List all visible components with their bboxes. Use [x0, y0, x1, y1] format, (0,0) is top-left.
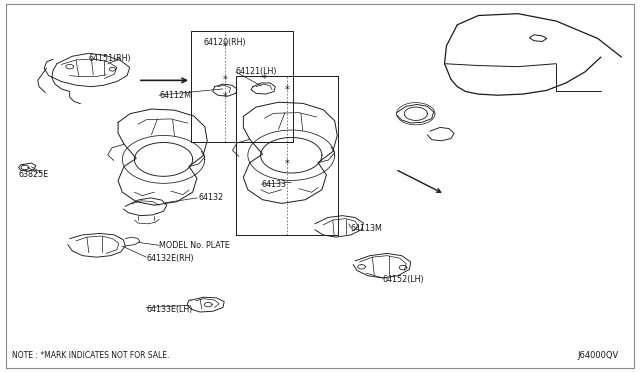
- Text: 64120(RH): 64120(RH): [204, 38, 246, 47]
- Text: 64132: 64132: [198, 193, 224, 202]
- Text: *: *: [284, 159, 289, 169]
- Text: 64112M: 64112M: [159, 91, 191, 100]
- Text: 64151(RH): 64151(RH): [89, 54, 131, 62]
- Text: 64132E(RH): 64132E(RH): [147, 254, 194, 263]
- Text: *: *: [261, 74, 266, 84]
- Text: 64152(LH): 64152(LH): [383, 275, 424, 284]
- Text: 64121(LH): 64121(LH): [236, 67, 277, 76]
- Text: J64000QV: J64000QV: [578, 351, 619, 360]
- Text: *: *: [223, 92, 228, 102]
- Text: 64113M: 64113M: [351, 224, 383, 233]
- Text: MODEL No. PLATE: MODEL No. PLATE: [159, 241, 230, 250]
- Text: 63825E: 63825E: [19, 170, 49, 179]
- Text: *: *: [223, 42, 228, 52]
- Text: NOTE : *MARK INDICATES NOT FOR SALE.: NOTE : *MARK INDICATES NOT FOR SALE.: [12, 351, 170, 360]
- Text: *: *: [223, 76, 228, 86]
- Text: 64133: 64133: [261, 180, 286, 189]
- Text: 64133E(LH): 64133E(LH): [147, 305, 193, 314]
- Text: *: *: [284, 85, 289, 94]
